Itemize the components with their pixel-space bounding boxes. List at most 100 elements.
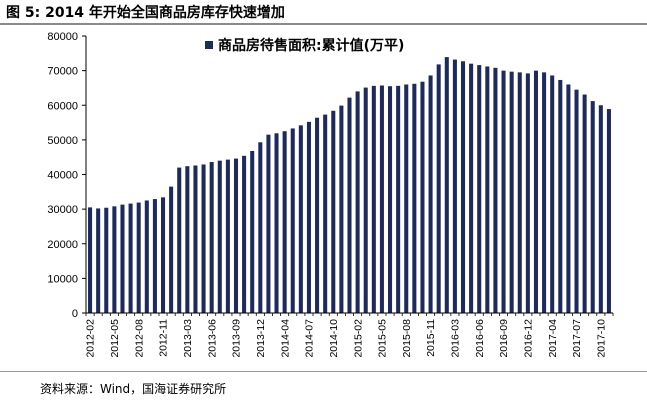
legend-swatch (205, 41, 213, 49)
bar-2012-06 (120, 204, 125, 313)
bar-2015-10 (420, 81, 425, 314)
legend: 商品房待售面积:累计值(万平) (205, 37, 404, 54)
bar-2013-12 (258, 142, 263, 313)
axes (85, 36, 613, 314)
x-tick-label: 2012-08 (133, 319, 145, 358)
x-tick-label: 2016-12 (523, 319, 535, 358)
bar-2012-10 (152, 199, 157, 313)
bar-2015-11 (428, 75, 433, 313)
x-tick-label: 2013-09 (231, 319, 243, 358)
bar-2016-10 (509, 71, 514, 313)
bar-2012-04 (104, 207, 109, 313)
bar-2013-08 (225, 159, 230, 313)
x-tick-label: 2017-07 (571, 319, 583, 358)
bar-2013-02 (177, 167, 182, 313)
bar-2012-09 (144, 200, 149, 313)
bar-2014-06 (298, 125, 303, 313)
x-tick-label: 2014-07 (304, 319, 316, 358)
bar-2013-06 (209, 162, 214, 313)
bar-2015-09 (412, 83, 417, 313)
bar-2016-11 (517, 72, 522, 313)
x-tick-label: 2012-05 (109, 319, 121, 358)
bar-2017-04 (550, 75, 555, 313)
y-tick-label: 40000 (47, 170, 78, 182)
x-axis: 2012-02 2012-05 2012-08 2012-11 2013-03 2013-… (85, 313, 614, 358)
bar-2013-07 (217, 160, 222, 313)
bar-2012-08 (136, 202, 141, 313)
bar-2014-11 (339, 105, 344, 313)
bar-2014-02 (266, 134, 271, 313)
x-tick-label: 2016-09 (498, 319, 510, 358)
bar-2017-10 (598, 105, 603, 313)
bar-2016-06 (477, 65, 482, 313)
bar-2015-08 (404, 84, 409, 313)
bar-2017-11 (606, 109, 611, 313)
bar-2012-02 (88, 207, 93, 313)
bar-2017-07 (574, 89, 579, 313)
y-tick-label: 0 (72, 308, 78, 320)
bottom-rule (0, 371, 647, 372)
figure-title: 图 5: 2014 年开始全国商品房库存快速增加 (6, 5, 285, 21)
bar-2016-12 (525, 73, 530, 314)
bar-2014-10 (331, 110, 336, 313)
x-tick-label: 2015-05 (377, 319, 389, 358)
bar-2014-07 (306, 121, 311, 314)
bars (88, 57, 611, 314)
source-note: 资料来源：Wind，国海证券研究所 (40, 382, 227, 396)
bar-2013-10 (242, 155, 247, 313)
bar-2015-02 (355, 91, 360, 314)
x-tick-label: 2015-02 (352, 319, 364, 358)
bar-2012-03 (96, 208, 101, 313)
bar-2017-05 (558, 79, 563, 313)
x-tick-label: 2017-10 (596, 319, 608, 358)
x-tick-label: 2015-08 (401, 319, 413, 358)
bar-2012-07 (128, 203, 133, 313)
y-tick-label: 20000 (47, 239, 78, 251)
x-tick-label: 2017-04 (547, 319, 559, 358)
bar-2012-11 (161, 197, 166, 313)
bar-2017-09 (590, 101, 595, 313)
x-tick-label: 2014-04 (279, 319, 291, 358)
bar-2014-04 (282, 131, 287, 313)
bar-2015-05 (379, 85, 384, 313)
bar-2015-06 (388, 86, 393, 314)
bar-2016-08 (493, 67, 498, 313)
bar-2017-02 (533, 70, 538, 314)
bar-2015-07 (396, 85, 401, 313)
bar-2016-02 (444, 57, 449, 314)
bar-2017-06 (566, 84, 571, 313)
y-tick-label: 50000 (47, 135, 78, 147)
bar-2014-03 (274, 133, 279, 313)
y-tick-label: 10000 (47, 273, 78, 285)
x-tick-label: 2016-03 (450, 319, 462, 358)
y-axis: 0 10000 20000 30000 40000 50000 60000 70000 8000… (47, 31, 86, 320)
legend-label: 商品房待售面积:累计值(万平) (218, 37, 404, 54)
y-tick-label: 60000 (47, 100, 78, 112)
bar-2014-05 (290, 128, 295, 313)
bar-2013-04 (193, 165, 198, 313)
x-tick-label: 2012-02 (85, 319, 97, 358)
x-tick-label: 2015-11 (425, 319, 437, 357)
bar-2014-09 (323, 114, 328, 313)
bar-2012-05 (112, 206, 117, 313)
x-tick-label: 2013-06 (206, 319, 218, 358)
bar-2016-09 (501, 70, 506, 314)
y-tick-label: 30000 (47, 204, 78, 216)
bar-2013-03 (185, 166, 190, 313)
bar-2013-11 (250, 150, 255, 313)
bar-2017-08 (582, 94, 587, 314)
bar-2013-05 (201, 164, 206, 313)
bar-2016-04 (460, 61, 466, 313)
bar-2013-09 (233, 158, 239, 313)
bar-2015-04 (371, 85, 376, 313)
bar-2016-05 (469, 63, 474, 314)
bar-2014-12 (347, 97, 352, 313)
x-tick-label: 2014-10 (328, 319, 340, 358)
x-tick-label: 2012-11 (158, 319, 170, 357)
bar-2015-12 (436, 64, 441, 313)
bar-2017-03 (542, 72, 547, 313)
x-tick-label: 2016-06 (474, 319, 486, 358)
y-tick-label: 80000 (47, 31, 78, 43)
bar-2016-07 (485, 66, 490, 313)
bar-2016-03 (452, 59, 457, 313)
